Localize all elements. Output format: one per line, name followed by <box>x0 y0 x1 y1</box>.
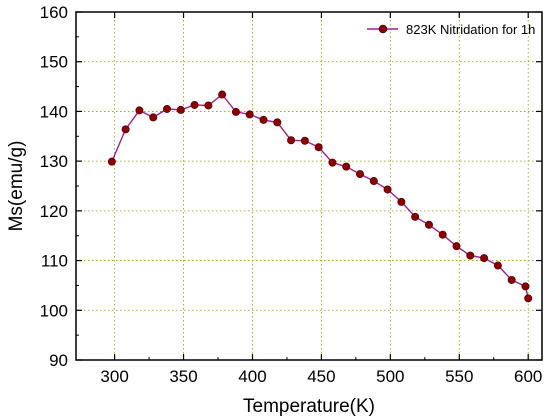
y-tick-label: 150 <box>40 53 68 72</box>
axis-ticks: 300 350 400 450 500 550 600 90 100 110 120 130 140 15… <box>40 3 543 386</box>
data-point <box>204 101 213 110</box>
data-point <box>397 197 406 206</box>
data-point <box>369 177 378 186</box>
data-point <box>259 115 268 124</box>
y-tick-label: 140 <box>40 102 68 121</box>
legend-marker <box>378 24 388 34</box>
data-point <box>521 282 530 291</box>
y-axis-title: Ms(emu/g) <box>6 141 27 232</box>
data-point <box>411 212 420 221</box>
x-tick-label: 350 <box>169 367 197 386</box>
data-point <box>507 275 516 284</box>
y-tick-label: 160 <box>40 3 68 22</box>
data-point <box>314 143 323 152</box>
x-tick-label: 550 <box>445 367 473 386</box>
x-tick-label: 450 <box>307 367 335 386</box>
x-tick-label: 500 <box>376 367 404 386</box>
x-tick-label: 400 <box>238 367 266 386</box>
legend-label: 823K Nitridation for 1h <box>406 22 535 37</box>
y-tick-label: 110 <box>41 252 68 271</box>
data-point <box>190 100 199 109</box>
data-point <box>328 158 337 167</box>
plot-frame <box>75 11 543 361</box>
data-point <box>424 220 433 229</box>
data-point <box>107 157 116 166</box>
y-tick-label: 130 <box>40 152 68 171</box>
data-point <box>342 162 351 171</box>
data-point <box>273 118 282 127</box>
y-tick-label: 100 <box>40 301 68 320</box>
data-point <box>493 261 502 270</box>
data-point <box>480 254 489 263</box>
data-point <box>218 90 227 99</box>
data-point <box>438 230 447 239</box>
data-point <box>135 106 144 115</box>
data-point <box>466 251 475 260</box>
y-tick-label: 90 <box>49 351 68 370</box>
x-tick-label: 600 <box>514 367 542 386</box>
data-point <box>383 185 392 194</box>
y-tick-label: 120 <box>40 202 68 221</box>
legend: 823K Nitridation for 1h <box>367 22 535 37</box>
data-point <box>149 113 158 122</box>
data-point <box>300 136 309 145</box>
data-point <box>162 104 171 113</box>
data-point <box>245 110 254 119</box>
data-point <box>287 136 296 145</box>
grid <box>76 12 542 360</box>
series-layer <box>107 90 533 303</box>
x-tick-label: 300 <box>100 367 128 386</box>
data-point <box>524 294 533 303</box>
data-point <box>356 170 365 179</box>
data-point <box>121 125 130 134</box>
x-axis-title: Temperature(K) <box>243 396 375 417</box>
data-point <box>231 107 240 116</box>
data-point <box>452 242 461 251</box>
data-point <box>176 105 185 114</box>
